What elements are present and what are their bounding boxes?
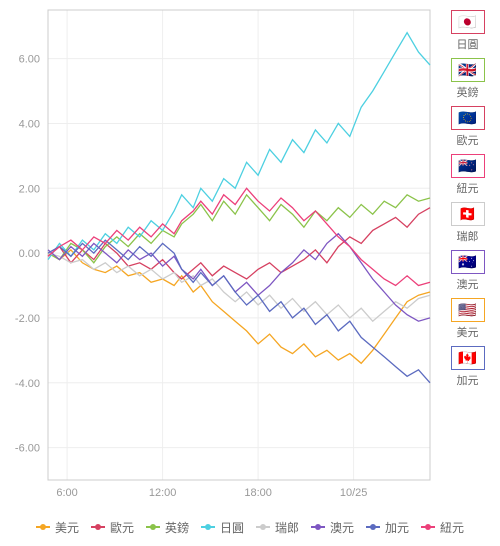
legend-item-jpy[interactable]: 日圓 [201, 519, 244, 536]
currency-tile-chf[interactable]: 🇨🇭 瑞郎 [448, 202, 488, 244]
currency-label: 歐元 [457, 132, 479, 148]
svg-text:4.00: 4.00 [19, 118, 40, 130]
legend-swatch [421, 526, 435, 528]
currency-tile-usd[interactable]: 🇺🇸 美元 [448, 298, 488, 340]
chart-area: -6.00 -4.00 -2.00 0.00 2.00 4.00 6.00 6:00 12:00… [0, 0, 440, 500]
legend-label: 英鎊 [165, 519, 189, 536]
legend-swatch [311, 526, 325, 528]
legend-item-gbp[interactable]: 英鎊 [146, 519, 189, 536]
svg-text:6.00: 6.00 [19, 54, 40, 66]
flag-icon-gbp: 🇬🇧 [451, 58, 485, 82]
series-chf [48, 253, 430, 321]
legend-swatch [146, 526, 160, 528]
flag-icon-jpy: 🇯🇵 [451, 10, 485, 34]
currency-label: 瑞郎 [457, 228, 479, 244]
legend-item-nzd[interactable]: 紐元 [421, 519, 464, 536]
svg-text:18:00: 18:00 [244, 487, 272, 499]
svg-text:6:00: 6:00 [56, 487, 77, 499]
legend-label: 加元 [385, 519, 409, 536]
flag-icon-aud: 🇦🇺 [451, 250, 485, 274]
legend-swatch [201, 526, 215, 528]
legend-label: 歐元 [110, 519, 134, 536]
line-chart: -6.00 -4.00 -2.00 0.00 2.00 4.00 6.00 6:00 12:00… [0, 0, 440, 500]
chart-container: -6.00 -4.00 -2.00 0.00 2.00 4.00 6.00 6:00 12:00… [0, 0, 500, 546]
series-jpy [48, 33, 430, 260]
legend-swatch [91, 526, 105, 528]
legend-label: 日圓 [220, 519, 244, 536]
legend-item-eur[interactable]: 歐元 [91, 519, 134, 536]
legend-swatch [36, 526, 50, 528]
svg-text:-2.00: -2.00 [15, 313, 40, 325]
svg-text:2.00: 2.00 [19, 183, 40, 195]
svg-text:-6.00: -6.00 [15, 443, 40, 455]
series-cad [48, 240, 430, 383]
svg-text:0.00: 0.00 [19, 248, 40, 260]
svg-text:12:00: 12:00 [149, 487, 177, 499]
svg-text:-4.00: -4.00 [15, 378, 40, 390]
currency-label: 英鎊 [457, 84, 479, 100]
currency-tile-gbp[interactable]: 🇬🇧 英鎊 [448, 58, 488, 100]
legend-label: 紐元 [440, 519, 464, 536]
legend-swatch [366, 526, 380, 528]
currency-label: 紐元 [457, 180, 479, 196]
currency-tile-jpy[interactable]: 🇯🇵 日圓 [448, 10, 488, 52]
flag-icon-cad: 🇨🇦 [451, 346, 485, 370]
currency-label: 加元 [457, 372, 479, 388]
legend-item-usd[interactable]: 美元 [36, 519, 79, 536]
main-area: -6.00 -4.00 -2.00 0.00 2.00 4.00 6.00 6:00 12:00… [0, 0, 500, 500]
currency-tile-nzd[interactable]: 🇳🇿 紐元 [448, 154, 488, 196]
currency-tile-cad[interactable]: 🇨🇦 加元 [448, 346, 488, 388]
legend-item-aud[interactable]: 澳元 [311, 519, 354, 536]
flag-icon-nzd: 🇳🇿 [451, 154, 485, 178]
currency-label: 日圓 [457, 36, 479, 52]
legend-label: 美元 [55, 519, 79, 536]
svg-text:10/25: 10/25 [340, 487, 368, 499]
legend-label: 瑞郎 [275, 519, 299, 536]
legend-label: 澳元 [330, 519, 354, 536]
series-nzd [48, 188, 430, 285]
flag-icon-eur: 🇪🇺 [451, 106, 485, 130]
legend-swatch [256, 526, 270, 528]
flag-icon-chf: 🇨🇭 [451, 202, 485, 226]
legend: 美元 歐元 英鎊 日圓 瑞郎 澳元 加元 紐元 [0, 500, 500, 546]
currency-tile-aud[interactable]: 🇦🇺 澳元 [448, 250, 488, 292]
currency-sidebar: 🇯🇵 日圓 🇬🇧 英鎊 🇪🇺 歐元 🇳🇿 紐元 🇨🇭 瑞郎 🇦🇺 澳元 🇺🇸 美元 🇨🇦 加元 [440, 0, 495, 500]
legend-item-cad[interactable]: 加元 [366, 519, 409, 536]
currency-label: 美元 [457, 324, 479, 340]
flag-icon-usd: 🇺🇸 [451, 298, 485, 322]
currency-label: 澳元 [457, 276, 479, 292]
legend-item-chf[interactable]: 瑞郎 [256, 519, 299, 536]
currency-tile-eur[interactable]: 🇪🇺 歐元 [448, 106, 488, 148]
